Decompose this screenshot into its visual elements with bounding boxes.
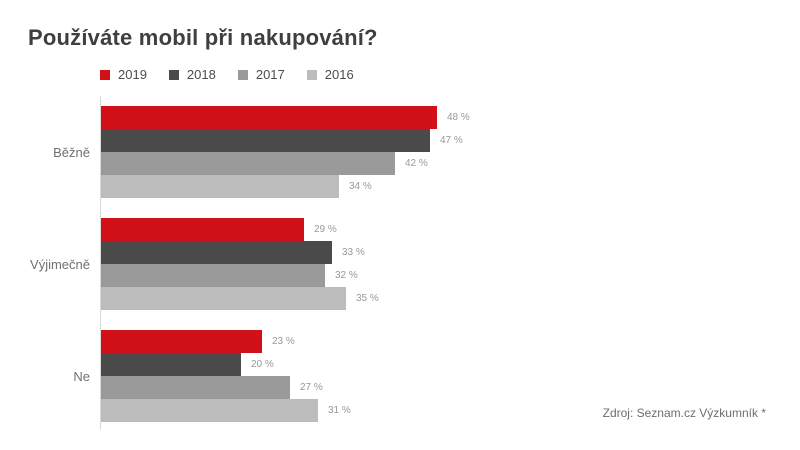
bar-group-ne: Ne 23 % 20 % 27 % 31 % [28, 330, 788, 422]
bar-2019-ne [101, 330, 262, 353]
bar-2016-ne [101, 399, 318, 422]
category-label: Ne [73, 368, 90, 384]
bar-stack: 48 % 47 % 42 % 34 % [101, 106, 470, 198]
legend: 2019 2018 2017 2016 [100, 67, 354, 82]
y-axis-line [100, 96, 101, 430]
legend-label: 2019 [118, 67, 147, 82]
bar-row: 42 % [101, 152, 470, 175]
bar-stack: 23 % 20 % 27 % 31 % [101, 330, 351, 422]
category-label: Běžně [53, 144, 90, 160]
legend-label: 2017 [255, 67, 285, 82]
value-label: 47 % [440, 135, 463, 146]
source-note: Zdroj: Seznam.cz Výzkumník * [602, 406, 766, 420]
legend-item-2019: 2019 [100, 67, 147, 82]
bar-2017-vyjimecne [101, 264, 325, 287]
legend-swatch-icon [100, 69, 110, 80]
bar-row: 34 % [101, 175, 470, 198]
legend-item-2018: 2018 [168, 67, 216, 82]
value-label: 29 % [314, 224, 337, 235]
bar-2018-ne [101, 353, 241, 376]
bar-2018-bezne [101, 129, 430, 152]
bar-2019-vyjimecne [101, 218, 304, 241]
value-label: 33 % [342, 247, 365, 258]
value-label: 31 % [328, 405, 351, 416]
bar-2018-vyjimecne [101, 241, 332, 264]
legend-item-2016: 2016 [306, 67, 354, 82]
value-label: 20 % [251, 359, 274, 370]
bar-row: 23 % [101, 330, 351, 353]
legend-item-2017: 2017 [237, 67, 285, 82]
bar-group-vyjimecne: Výjimečně 29 % 33 % 32 % 35 % [28, 218, 788, 310]
chart-title: Používáte mobil při nakupování? [28, 25, 378, 50]
bar-chart: Běžně 48 % 47 % 42 % 34 % Výjimečně 29 % 33 % 32… [28, 106, 788, 422]
value-label: 48 % [447, 112, 470, 123]
legend-swatch-icon [306, 69, 317, 80]
value-label: 23 % [272, 336, 295, 347]
bar-row: 33 % [101, 241, 379, 264]
category-label: Výjimečně [30, 256, 90, 272]
bar-2016-bezne [101, 175, 339, 198]
legend-label: 2016 [324, 67, 354, 82]
bar-row: 29 % [101, 218, 379, 241]
bar-group-bezne: Běžně 48 % 47 % 42 % 34 % [28, 106, 788, 198]
value-label: 42 % [405, 158, 428, 169]
legend-swatch-icon [237, 69, 248, 80]
bar-row: 20 % [101, 353, 351, 376]
legend-swatch-icon [168, 69, 179, 80]
value-label: 35 % [356, 293, 379, 304]
value-label: 32 % [335, 270, 358, 281]
bar-row: 31 % [101, 399, 351, 422]
bar-2017-ne [101, 376, 290, 399]
bar-stack: 29 % 33 % 32 % 35 % [101, 218, 379, 310]
bar-row: 35 % [101, 287, 379, 310]
legend-label: 2018 [186, 67, 216, 82]
bar-row: 47 % [101, 129, 470, 152]
value-label: 34 % [349, 181, 372, 192]
bar-row: 32 % [101, 264, 379, 287]
bar-2017-bezne [101, 152, 395, 175]
bar-row: 48 % [101, 106, 470, 129]
bar-2016-vyjimecne [101, 287, 346, 310]
bar-row: 27 % [101, 376, 351, 399]
bar-2019-bezne [101, 106, 437, 129]
value-label: 27 % [300, 382, 323, 393]
